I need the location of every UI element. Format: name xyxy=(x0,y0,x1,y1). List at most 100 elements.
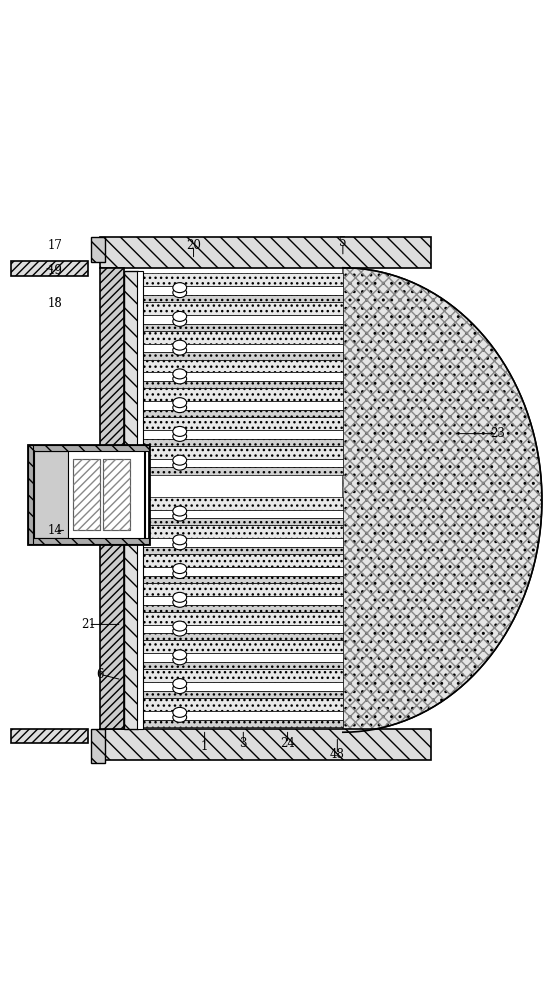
Bar xyxy=(141,711,343,720)
Bar xyxy=(103,459,129,530)
Ellipse shape xyxy=(173,679,186,689)
Ellipse shape xyxy=(173,564,186,574)
Ellipse shape xyxy=(173,535,186,545)
Ellipse shape xyxy=(173,460,186,470)
Bar xyxy=(141,352,343,360)
Ellipse shape xyxy=(173,569,186,579)
Bar xyxy=(141,720,343,727)
Bar xyxy=(141,554,343,567)
Ellipse shape xyxy=(173,316,186,326)
Bar xyxy=(141,388,343,401)
Bar xyxy=(141,518,343,525)
Ellipse shape xyxy=(173,597,186,607)
Bar xyxy=(141,273,343,286)
Bar xyxy=(91,237,105,262)
Bar xyxy=(100,729,431,760)
Bar xyxy=(141,567,343,576)
Bar xyxy=(141,417,343,430)
Bar xyxy=(141,344,343,352)
Ellipse shape xyxy=(173,707,186,717)
Bar xyxy=(141,315,343,324)
Ellipse shape xyxy=(173,621,186,631)
Bar xyxy=(141,640,343,653)
Text: 6: 6 xyxy=(96,668,103,681)
Bar xyxy=(73,459,100,530)
Text: 19: 19 xyxy=(48,264,62,277)
Bar xyxy=(28,445,149,451)
Ellipse shape xyxy=(173,426,186,436)
Ellipse shape xyxy=(173,650,186,660)
Text: 14: 14 xyxy=(48,524,62,537)
Ellipse shape xyxy=(173,540,186,550)
Ellipse shape xyxy=(173,506,186,516)
Bar xyxy=(141,331,343,344)
Text: 23: 23 xyxy=(491,427,505,440)
Bar xyxy=(141,525,343,538)
Bar xyxy=(141,459,343,467)
Ellipse shape xyxy=(173,511,186,521)
Ellipse shape xyxy=(173,340,186,350)
Ellipse shape xyxy=(173,626,186,636)
Ellipse shape xyxy=(173,311,186,321)
Ellipse shape xyxy=(173,288,186,298)
Bar xyxy=(100,237,431,268)
Bar xyxy=(73,459,100,530)
Bar xyxy=(11,261,88,276)
Text: 21: 21 xyxy=(81,618,96,631)
Bar xyxy=(141,596,343,605)
Bar xyxy=(11,729,88,743)
Ellipse shape xyxy=(173,369,186,379)
Text: 18: 18 xyxy=(48,297,62,310)
Bar xyxy=(28,445,149,544)
Bar xyxy=(141,430,343,439)
Bar xyxy=(141,576,343,583)
Ellipse shape xyxy=(173,283,186,293)
Bar xyxy=(103,459,129,530)
Bar xyxy=(141,662,343,669)
Ellipse shape xyxy=(173,684,186,694)
Ellipse shape xyxy=(173,398,186,408)
Bar xyxy=(141,583,343,596)
Bar xyxy=(141,295,343,302)
Bar xyxy=(141,401,343,410)
Bar xyxy=(141,682,343,691)
Bar xyxy=(141,302,343,315)
Text: 5: 5 xyxy=(339,236,347,249)
Bar xyxy=(124,271,138,729)
Bar xyxy=(141,497,343,510)
Ellipse shape xyxy=(173,345,186,355)
Bar xyxy=(141,612,343,625)
Bar xyxy=(141,324,343,331)
Bar xyxy=(141,653,343,662)
Bar xyxy=(141,446,343,459)
Bar xyxy=(141,698,343,711)
Text: 24: 24 xyxy=(280,737,295,750)
Bar xyxy=(141,605,343,612)
Bar xyxy=(141,372,343,381)
Bar xyxy=(141,439,343,446)
Bar xyxy=(141,360,343,372)
Bar xyxy=(32,449,145,540)
Text: 48: 48 xyxy=(330,748,345,761)
Text: 1: 1 xyxy=(201,740,208,753)
Bar xyxy=(141,625,343,633)
Bar xyxy=(141,467,343,475)
Ellipse shape xyxy=(173,403,186,413)
Bar xyxy=(28,445,33,544)
Text: 3: 3 xyxy=(239,737,247,750)
Bar xyxy=(141,410,343,417)
Bar xyxy=(141,669,343,682)
Polygon shape xyxy=(343,268,542,732)
Ellipse shape xyxy=(173,655,186,665)
Ellipse shape xyxy=(173,455,186,465)
Bar xyxy=(137,271,143,729)
Bar xyxy=(141,633,343,640)
Ellipse shape xyxy=(173,374,186,384)
Bar xyxy=(34,451,69,538)
Bar xyxy=(91,729,105,763)
Bar xyxy=(141,381,343,388)
Bar xyxy=(141,286,343,295)
Ellipse shape xyxy=(173,712,186,722)
Bar xyxy=(141,538,343,547)
Bar xyxy=(28,538,149,544)
